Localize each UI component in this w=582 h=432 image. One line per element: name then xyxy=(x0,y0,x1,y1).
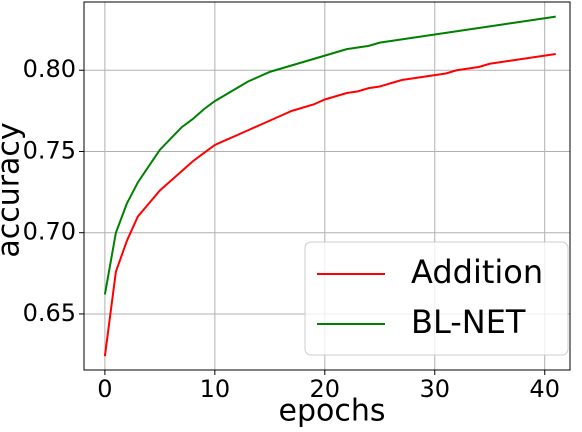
legend-label: BL-NET xyxy=(411,303,526,341)
y-tick-label: 0.80 xyxy=(23,55,76,83)
x-tick-label: 10 xyxy=(200,375,231,403)
x-tick-label: 30 xyxy=(419,375,450,403)
plot-frame xyxy=(83,1,571,371)
y-axis-label: accuracy xyxy=(0,122,27,257)
x-axis-label: epochs xyxy=(279,394,386,429)
legend: Addition BL-NET xyxy=(304,241,569,356)
y-tick-label: 0.75 xyxy=(23,136,76,164)
x-tick-label: 0 xyxy=(97,375,112,403)
legend-label: Addition xyxy=(411,253,543,291)
legend-box xyxy=(304,241,569,356)
x-tick-label: 40 xyxy=(529,375,560,403)
y-tick-label: 0.65 xyxy=(23,299,76,327)
data-line xyxy=(103,53,556,357)
x-tick-label: 20 xyxy=(310,375,341,403)
y-tick-label: 0.70 xyxy=(23,218,76,246)
data-line xyxy=(103,15,556,295)
